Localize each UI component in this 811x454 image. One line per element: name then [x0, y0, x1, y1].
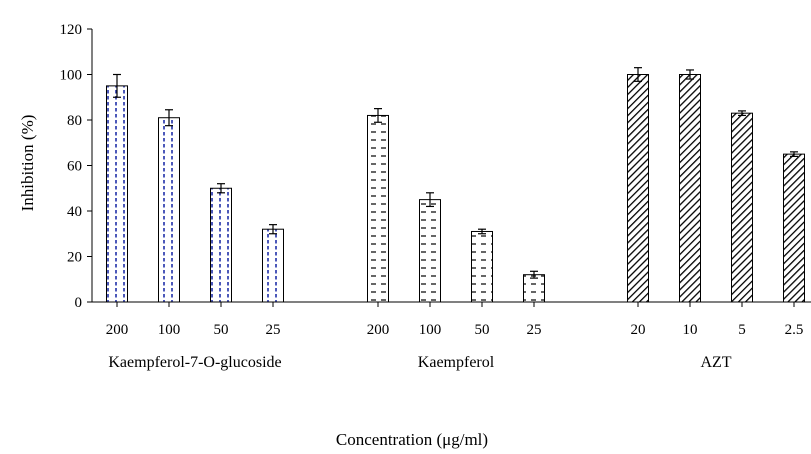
y-tick-label: 100	[60, 68, 83, 84]
bar	[106, 85, 128, 303]
bar	[262, 228, 284, 303]
bar	[419, 199, 441, 303]
x-tick-label: 25	[266, 322, 281, 338]
y-tick-label: 0	[75, 295, 83, 311]
x-tick-label: 20	[631, 322, 646, 338]
group-label: Kaempferol-7-O-glucoside	[108, 354, 281, 371]
bar	[158, 117, 180, 303]
x-axis-label: Concentration (μg/ml)	[336, 430, 488, 449]
x-tick-label: 5	[738, 322, 746, 338]
y-tick-label: 40	[67, 204, 82, 220]
bar	[627, 74, 649, 303]
bar	[523, 274, 545, 303]
bar	[679, 74, 701, 303]
x-tick-label: 200	[106, 322, 129, 338]
x-tick-label: 25	[527, 322, 542, 338]
bars	[106, 67, 805, 303]
bar	[471, 230, 493, 303]
y-tick-label: 20	[67, 250, 82, 266]
x-tick-label: 50	[475, 322, 490, 338]
axes: 0 20 40 60 80 100 120 Kaempferol-7-O-glucoside 2…	[60, 22, 811, 371]
x-tick-label: 100	[419, 322, 442, 338]
y-tick-label: 80	[67, 113, 82, 129]
y-tick-label: 120	[60, 22, 83, 38]
bar	[367, 114, 389, 303]
x-tick-label: 10	[683, 322, 698, 338]
bar	[210, 187, 232, 303]
x-tick-label: 50	[214, 322, 229, 338]
bar	[731, 112, 753, 303]
group-label: AZT	[700, 354, 731, 371]
x-tick-label: 100	[158, 322, 181, 338]
x-tick-label: 2.5	[785, 322, 804, 338]
group-label: Kaempferol	[418, 354, 495, 371]
bar	[783, 153, 805, 303]
x-tick-label: 200	[367, 322, 390, 338]
y-axis-label: Inhibition (%)	[18, 115, 37, 212]
y-tick-label: 60	[67, 159, 82, 175]
axis-labels: Inhibition (%) Concentration (μg/ml)	[18, 115, 488, 449]
